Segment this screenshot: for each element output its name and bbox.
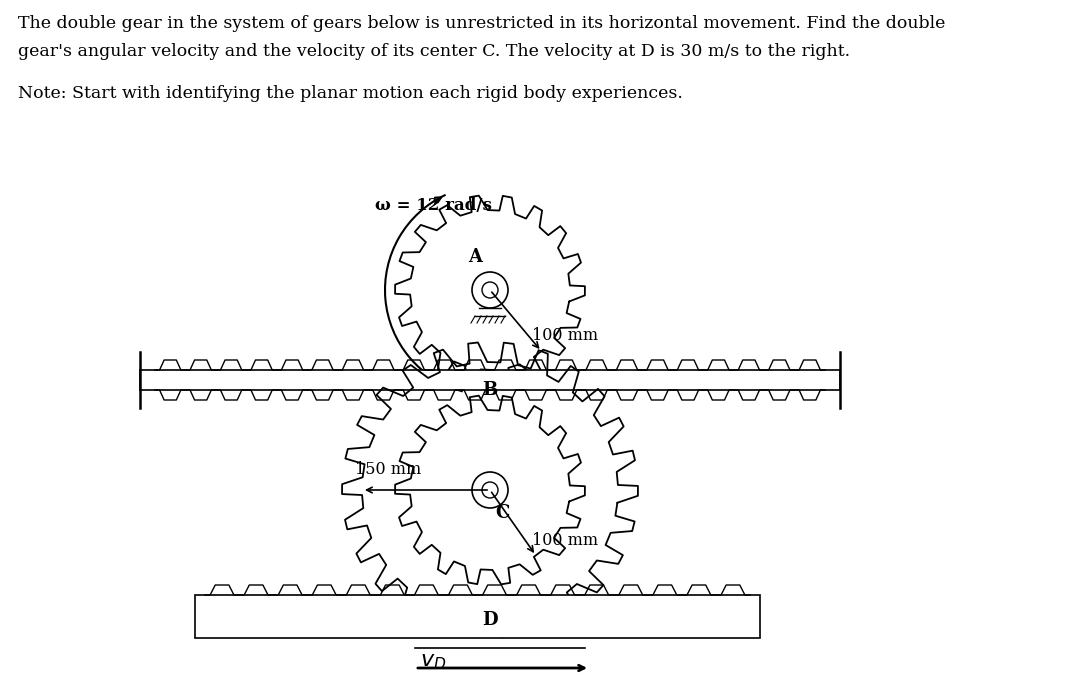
Text: C: C <box>495 504 510 522</box>
Text: gear's angular velocity and the velocity of its center C. The velocity at D is 3: gear's angular velocity and the velocity… <box>18 43 851 60</box>
Text: $v_D$: $v_D$ <box>420 649 446 672</box>
Bar <box>195 595 760 638</box>
Text: 100 mm: 100 mm <box>533 532 598 549</box>
Bar <box>140 370 840 390</box>
Text: ω = 12 rad/s: ω = 12 rad/s <box>375 197 492 214</box>
Text: The double gear in the system of gears below is unrestricted in its horizontal m: The double gear in the system of gears b… <box>18 15 945 32</box>
Text: D: D <box>482 611 498 629</box>
Text: 100 mm: 100 mm <box>533 327 598 344</box>
Text: A: A <box>468 248 482 266</box>
Text: Note: Start with identifying the planar motion each rigid body experiences.: Note: Start with identifying the planar … <box>18 85 682 102</box>
Text: 150 mm: 150 mm <box>355 461 421 478</box>
Text: B: B <box>482 381 497 399</box>
